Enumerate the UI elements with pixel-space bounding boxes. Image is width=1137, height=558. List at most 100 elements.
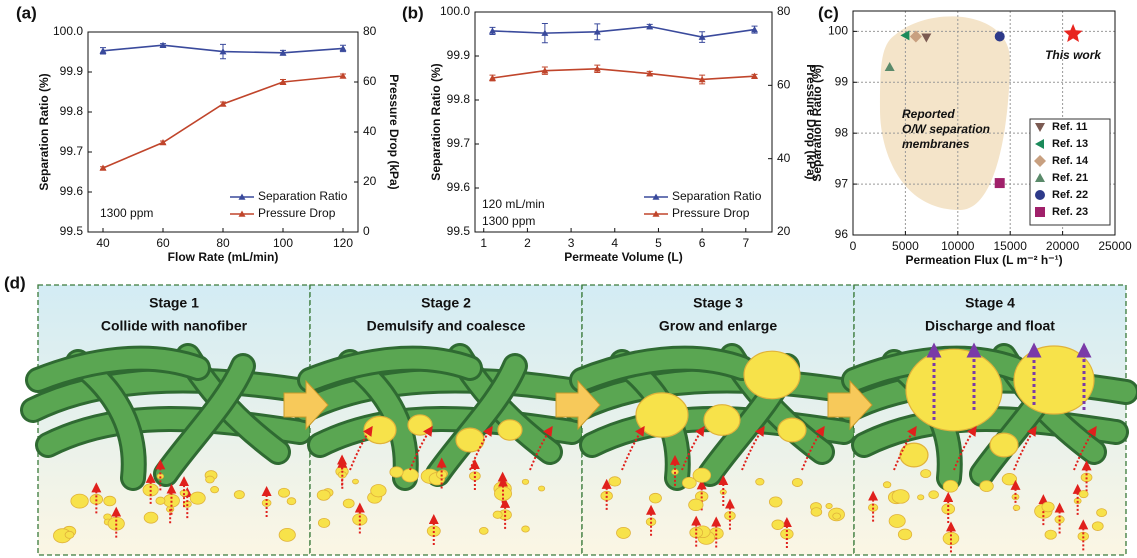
y-axis-label: Separation Ratio (%) — [810, 64, 824, 181]
stage-panel: Stage 2 Demulsify and coalesce — [292, 284, 595, 556]
droplet — [278, 527, 296, 542]
marker — [159, 41, 167, 48]
droplet — [1012, 504, 1021, 511]
annotation: 1300 ppm — [482, 214, 535, 228]
y-tick-label: 99.9 — [447, 48, 471, 62]
flow-arrow — [893, 425, 917, 471]
marker — [541, 29, 549, 36]
flow-arrow — [741, 425, 765, 471]
x-tick-label: 0 — [850, 239, 857, 253]
droplet — [897, 528, 913, 541]
panel-label: (b) — [402, 3, 424, 22]
y2-tick-label: 20 — [777, 224, 791, 238]
fiber — [38, 409, 310, 455]
illustration — [836, 342, 1137, 553]
droplet — [1078, 490, 1089, 499]
panel-label: (a) — [16, 3, 37, 22]
flow-arrow — [1073, 425, 1097, 471]
y-axis-label: Separation Ratio (%) — [37, 73, 51, 190]
legend-label: Separation Ratio — [258, 189, 348, 203]
legend-label: Pressure Drop — [672, 206, 750, 220]
droplet — [928, 490, 939, 500]
marker — [339, 72, 347, 79]
legend-label: Ref. 23 — [1052, 206, 1088, 218]
fiber — [156, 356, 253, 484]
droplet — [616, 526, 631, 539]
x-tick-label: 15000 — [994, 239, 1028, 253]
droplet — [479, 526, 489, 535]
flow-arrow — [469, 425, 493, 471]
droplet — [401, 468, 419, 483]
droplet — [942, 479, 959, 493]
fiber — [310, 409, 582, 455]
stage-caption: Discharge and float — [925, 318, 1055, 334]
droplet — [891, 489, 910, 504]
droplet — [352, 478, 359, 485]
illustration — [20, 343, 323, 544]
legend-marker — [238, 210, 246, 217]
marker — [909, 30, 922, 43]
coalesced-droplet — [703, 404, 741, 436]
region-label: Reported — [902, 107, 955, 121]
x-tick-label: 120 — [333, 236, 353, 250]
flow-arrow — [801, 425, 825, 471]
droplet — [832, 512, 841, 520]
illustration — [292, 343, 595, 546]
legend-label: Ref. 14 — [1052, 155, 1089, 167]
y-tick-label: 99.8 — [447, 92, 471, 106]
coalesced-droplet — [1013, 345, 1095, 415]
stage-title: Stage 2 — [421, 295, 471, 311]
coalesced-droplet — [635, 392, 689, 438]
y-tick-label: 96 — [835, 227, 849, 241]
droplet — [888, 514, 906, 528]
x-tick-label: 3 — [568, 236, 575, 250]
legend-marker — [1034, 155, 1046, 167]
droplet — [1091, 521, 1104, 531]
marker — [593, 65, 601, 72]
stage-arrow — [827, 379, 873, 431]
droplet — [205, 475, 215, 484]
droplet — [189, 491, 206, 505]
x-tick-label: 25000 — [1098, 239, 1132, 253]
legend-label: Ref. 21 — [1052, 172, 1088, 184]
marker — [99, 47, 107, 54]
fiber — [300, 348, 480, 390]
illustration — [564, 343, 867, 549]
droplet — [768, 496, 783, 508]
marker — [488, 74, 496, 81]
droplet — [317, 517, 331, 528]
droplet — [342, 498, 355, 509]
marker — [279, 78, 287, 85]
droplet — [389, 466, 404, 478]
droplet — [979, 480, 994, 492]
legend-label: Pressure Drop — [258, 206, 336, 220]
y-tick-label: 100 — [828, 24, 848, 38]
x-tick-label: 1 — [480, 236, 487, 250]
x-tick-label: 7 — [742, 236, 749, 250]
marker — [751, 26, 759, 33]
droplet — [316, 489, 331, 501]
annotation: 120 mL/min — [482, 197, 545, 211]
y2-axis-label: Pressure Drop (kPa) — [387, 74, 401, 189]
flow-arrow — [1013, 425, 1037, 471]
coalesced-droplet — [407, 414, 433, 436]
legend-marker — [1035, 123, 1045, 132]
legend-marker — [652, 193, 660, 200]
coalesced-droplet — [989, 432, 1019, 458]
droplet — [103, 495, 117, 507]
flow-arrow — [409, 425, 433, 471]
marker — [698, 33, 706, 40]
fiber — [295, 370, 592, 420]
legend-marker — [238, 193, 246, 200]
droplet — [143, 511, 159, 524]
x-tick-label: 80 — [216, 236, 230, 250]
legend-marker — [1035, 207, 1045, 217]
droplet — [755, 478, 765, 486]
coalesced-droplet — [363, 415, 397, 445]
y2-axis-label: Pressure Drop (kPa) — [804, 64, 818, 179]
droplet — [277, 487, 291, 498]
x-tick-label: 6 — [699, 236, 706, 250]
legend-marker — [1035, 173, 1045, 182]
fiber — [854, 409, 1126, 455]
x-tick-label: 10000 — [941, 239, 975, 253]
